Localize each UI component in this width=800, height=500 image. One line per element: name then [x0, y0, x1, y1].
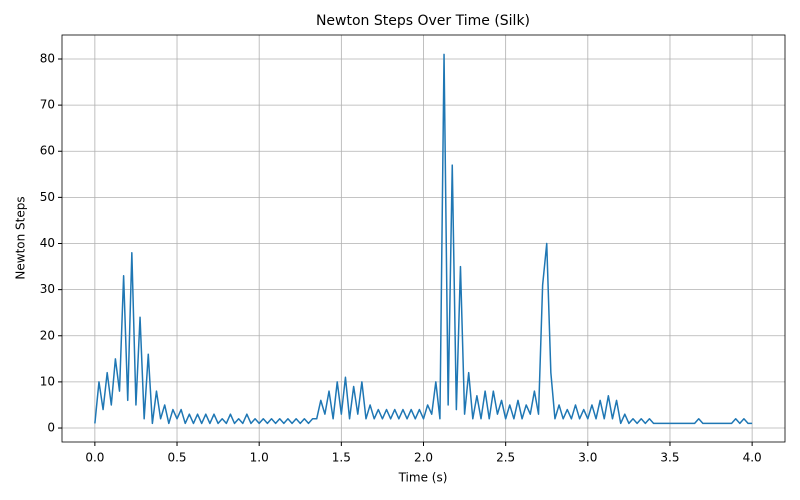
data-line	[94, 53, 753, 425]
x-tick-label: 2.0	[414, 451, 433, 465]
chart-title: Newton Steps Over Time (Silk)	[316, 13, 530, 29]
x-tick-label: 3.0	[578, 451, 597, 465]
x-tick-label: 2.5	[496, 451, 515, 465]
x-tick-label: 0.0	[85, 451, 104, 465]
plot-frame	[61, 34, 786, 443]
y-tick-label: 50	[40, 190, 55, 204]
y-tick-label: 20	[40, 328, 55, 342]
x-tick-label: 4.0	[743, 451, 762, 465]
x-tick-label: 0.5	[167, 451, 186, 465]
y-tick-label: 70	[40, 98, 55, 112]
x-axis-label: Time (s)	[398, 471, 448, 485]
y-axis-label: Newton Steps	[14, 196, 28, 279]
y-tick-label: 40	[40, 236, 55, 250]
y-tick-label: 30	[40, 282, 55, 296]
y-tick-label: 0	[47, 421, 55, 435]
y-tick-label: 60	[40, 144, 55, 158]
y-tick-label: 10	[40, 374, 55, 388]
y-tick-label: 80	[40, 51, 55, 65]
x-tick-label: 1.0	[250, 451, 269, 465]
x-tick-label: 3.5	[660, 451, 679, 465]
x-tick-label: 1.5	[332, 451, 351, 465]
